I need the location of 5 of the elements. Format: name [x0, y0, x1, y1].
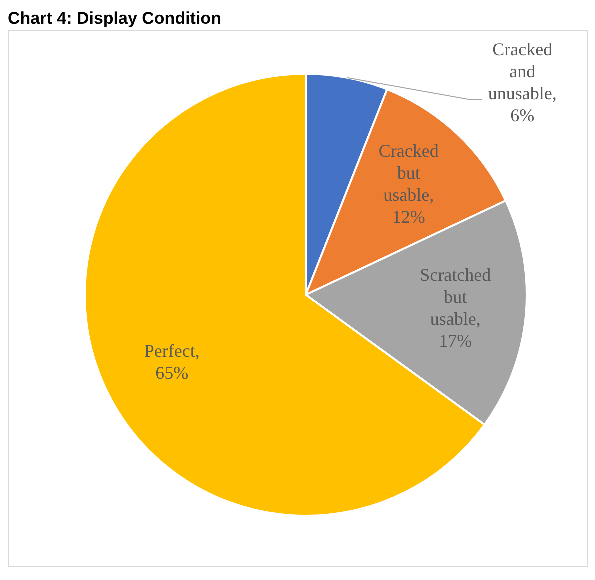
chart-title: Chart 4: Display Condition	[8, 8, 222, 30]
slice-label: Scratched but usable, 17%	[420, 264, 492, 351]
slice-label: Perfect, 65%	[144, 340, 200, 383]
slice-label: Cracked but usable, 12%	[378, 141, 439, 228]
slice-label: Cracked and unusable, 6%	[488, 40, 557, 126]
